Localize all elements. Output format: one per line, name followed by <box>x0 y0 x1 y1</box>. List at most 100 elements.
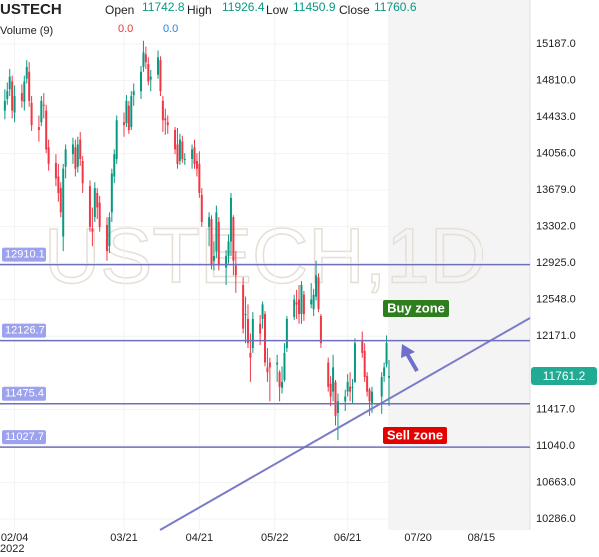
header-value: 11926.4 <box>222 0 265 14</box>
y-tick-label: 12171.0 <box>536 330 576 342</box>
candle-body <box>349 386 352 392</box>
arrow-shaft <box>404 350 419 373</box>
candle-body <box>164 118 167 121</box>
candle-body <box>174 129 177 150</box>
candle-body <box>261 304 264 319</box>
candle-body <box>310 299 313 305</box>
candle-body <box>312 294 315 310</box>
candle-body <box>368 389 371 402</box>
candle-body <box>159 60 162 92</box>
y-tick-label: 12548.0 <box>536 294 576 306</box>
candle-body <box>105 224 108 252</box>
candle-body <box>147 64 150 82</box>
candle-body <box>244 314 247 316</box>
candle-body <box>71 144 74 155</box>
watermark: USTECH,1D <box>44 212 486 300</box>
candle-body <box>76 144 79 167</box>
candle-body <box>361 341 364 353</box>
candle-body <box>298 299 301 315</box>
volume-label: Volume (9) <box>0 25 53 37</box>
candle-body <box>28 71 31 101</box>
x-tick-label: 08/15 <box>468 532 496 544</box>
y-tick-label: 11040.0 <box>536 440 575 452</box>
candle-body <box>215 212 218 252</box>
candle-body <box>227 241 230 256</box>
last-price-box <box>531 366 597 385</box>
y-tick-label: 13679.0 <box>536 184 576 196</box>
candle-body <box>98 202 101 227</box>
level-label: 12126.7 <box>5 324 45 336</box>
candle-body <box>232 217 235 261</box>
candle-body <box>268 362 271 368</box>
annotation-text: Sell zone <box>387 427 443 442</box>
candle-body <box>157 57 160 75</box>
candle-body <box>285 318 288 349</box>
candle-body <box>295 302 298 305</box>
x-tick-label: 06/21 <box>334 532 362 544</box>
candle-body <box>115 120 118 160</box>
header-label: Open <box>105 3 134 17</box>
candle-body <box>178 139 181 161</box>
header-label: Low <box>266 3 288 17</box>
candle-body <box>91 228 94 232</box>
candle-body <box>315 275 318 297</box>
candle-body <box>88 186 91 227</box>
candle-body <box>149 76 152 80</box>
level-label: 12910.1 <box>5 249 45 261</box>
candle-body <box>193 147 196 164</box>
candle-body <box>42 104 45 106</box>
candle-body <box>293 299 296 317</box>
candle-body <box>281 381 284 388</box>
candle-body <box>332 367 335 392</box>
last-price-label: 11761.2 <box>543 369 586 383</box>
candle-body <box>20 93 23 101</box>
candle-body <box>59 188 62 213</box>
candle-body <box>23 81 26 102</box>
candle-body <box>302 294 305 315</box>
candle-body <box>266 367 269 373</box>
y-tick-label: 13302.0 <box>536 221 576 233</box>
annotation-box <box>383 427 447 444</box>
candle-body <box>166 122 169 126</box>
candle-body <box>122 122 125 126</box>
level-label-box <box>2 430 46 445</box>
candle-body <box>334 381 337 416</box>
candle-body <box>327 362 330 387</box>
candle-body <box>40 100 43 123</box>
candle-body <box>249 352 252 358</box>
candle-body <box>81 160 84 184</box>
x-tick-label: 02/04 <box>1 532 29 544</box>
candle-body <box>300 285 303 315</box>
candle-body <box>8 76 11 90</box>
arrow-head <box>401 344 415 358</box>
candle-body <box>140 71 143 92</box>
candle-body <box>176 144 179 164</box>
candle-body <box>108 217 111 247</box>
level-label-box <box>2 323 46 338</box>
candle-body <box>329 383 332 397</box>
candle-body <box>183 159 186 161</box>
x-tick-label: 03/21 <box>110 532 138 544</box>
candle-body <box>363 350 366 378</box>
candle-body <box>217 222 220 266</box>
volume-value: 0.0 <box>163 23 178 35</box>
candle-body <box>57 176 60 193</box>
candle-body <box>191 149 194 160</box>
candle-body <box>30 102 33 126</box>
candle-body <box>283 352 286 380</box>
candle-body <box>351 386 354 388</box>
candle-body <box>229 197 232 242</box>
level-label-box <box>2 386 46 401</box>
candle-body <box>336 401 339 413</box>
candle-body <box>385 343 388 365</box>
y-tick-label: 10286.0 <box>536 513 576 525</box>
candle-body <box>132 91 135 96</box>
y-tick-label: 10663.0 <box>536 476 576 488</box>
arrow <box>401 344 419 373</box>
candle-body <box>278 372 281 387</box>
candle-body <box>25 66 28 79</box>
x-tick-label: 07/20 <box>404 532 432 544</box>
candle-body <box>45 110 48 150</box>
candle-body <box>54 162 57 179</box>
